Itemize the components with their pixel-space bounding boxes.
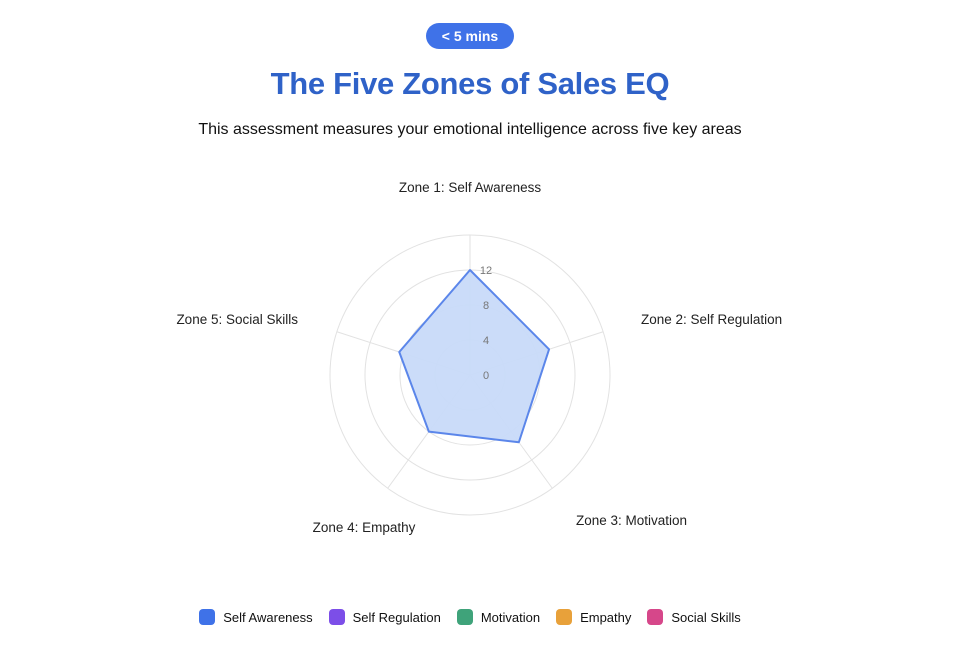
tick-label: 4 (483, 335, 489, 347)
duration-badge: < 5 mins (426, 23, 514, 49)
axis-label: Zone 4: Empathy (313, 520, 416, 535)
axis-label: Zone 1: Self Awareness (399, 180, 542, 195)
legend-item[interactable]: Self Awareness (199, 609, 313, 625)
page-title: The Five Zones of Sales EQ (270, 66, 670, 101)
legend-label: Social Skills (671, 609, 741, 625)
legend-label: Self Regulation (352, 609, 441, 625)
legend-item[interactable]: Motivation (456, 609, 541, 625)
tick-label: 12 (480, 265, 492, 277)
axis-label: Zone 2: Self Regulation (641, 312, 782, 327)
radar-chart: 0 4 8 12 Zone 1: Self Awareness Zone 2: Self … (176, 180, 782, 535)
legend-item[interactable]: Self Regulation (328, 609, 441, 625)
tick-label: 8 (483, 300, 489, 312)
legend-swatch (647, 609, 664, 625)
axis-label: Zone 5: Social Skills (176, 312, 298, 327)
axis-label: Zone 3: Motivation (576, 513, 687, 528)
legend-item[interactable]: Empathy (556, 609, 631, 625)
data-area (398, 269, 551, 444)
page-subtitle: This assessment measures your emotional … (198, 121, 742, 138)
legend-swatch (199, 609, 216, 625)
tick-label: 0 (483, 370, 489, 382)
legend-item[interactable]: Social Skills (647, 609, 741, 625)
chart-legend: Self Awareness Self Regulation Motivatio… (0, 609, 940, 625)
legend-swatch (328, 609, 345, 625)
legend-label: Empathy (580, 609, 632, 625)
legend-swatch (556, 609, 573, 625)
legend-swatch (456, 609, 473, 625)
legend-label: Motivation (480, 609, 541, 625)
legend-label: Self Awareness (223, 609, 313, 625)
